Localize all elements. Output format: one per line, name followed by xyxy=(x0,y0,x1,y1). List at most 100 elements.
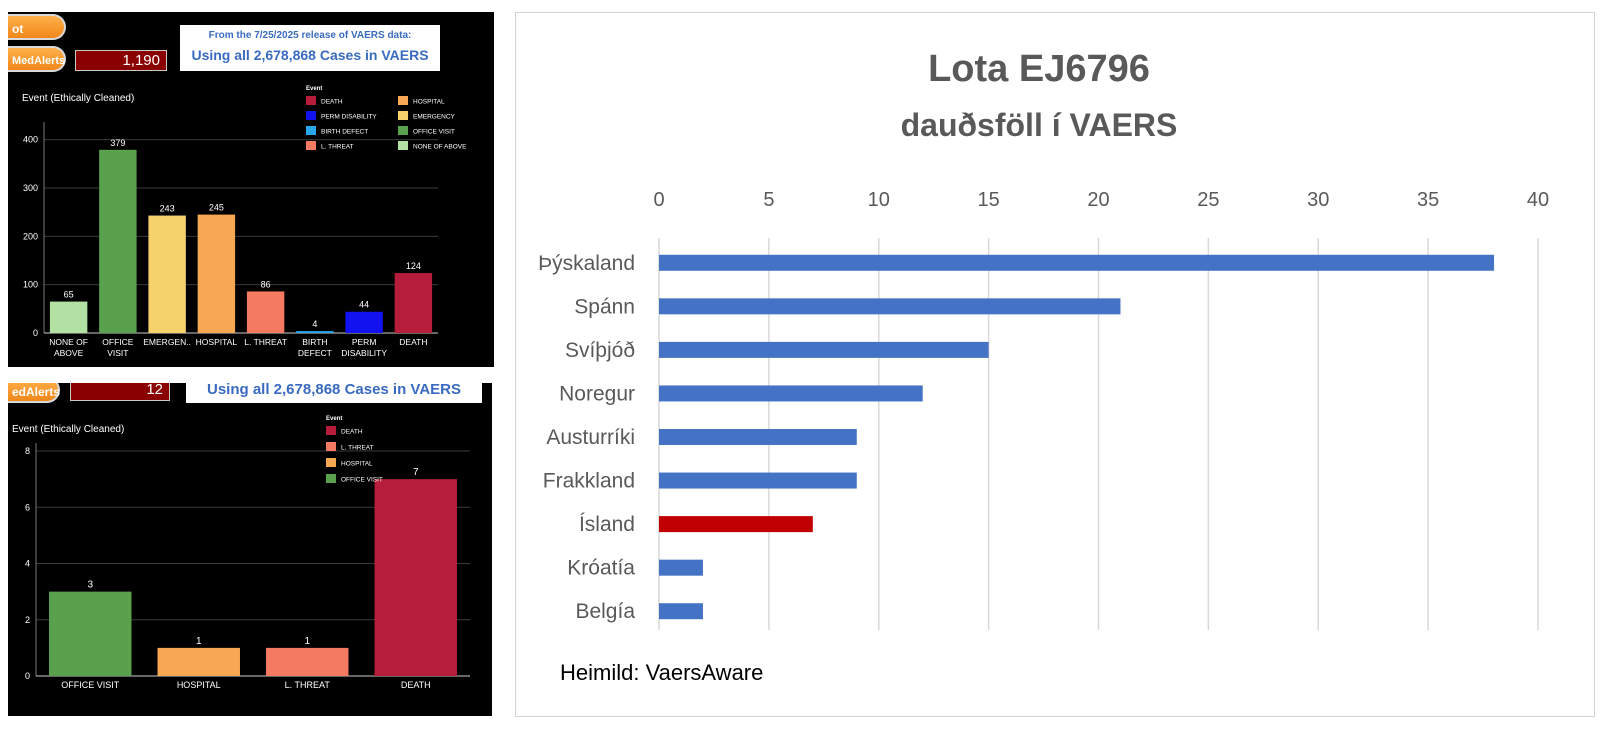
x-tick-label-birth-defect: DEFECT xyxy=(298,348,332,358)
x-tick-label-office-visit: OFFICE xyxy=(102,337,133,347)
bar-none-of-above xyxy=(49,301,88,333)
bar-sv-j xyxy=(659,341,989,358)
lot-details-button[interactable]: ot Details xyxy=(8,14,66,62)
y-tick-label: Frakkland xyxy=(543,470,635,493)
x-tick-label: 5 xyxy=(763,189,774,211)
legend-title: Event xyxy=(326,416,342,422)
country-deaths-bar-chart: Lota EJ6796 dauðsföll í VAERS 0 5 10 15 20 25 30… xyxy=(538,48,1549,685)
event-bar-chart-top: Event (Ethically Cleaned) 0 100 200 300 400 65… xyxy=(22,86,467,358)
y-tick-label: 8 xyxy=(25,446,30,456)
legend-swatch-hospital xyxy=(326,458,336,467)
x-tick-label-death: DEATH xyxy=(401,680,431,690)
bar-death xyxy=(374,479,457,676)
y-tick-label: Belgía xyxy=(575,600,635,623)
y-tick-label: 0 xyxy=(33,328,38,338)
y-tick-label: 6 xyxy=(25,502,30,512)
x-tick-label-perm-disability: DISABILITY xyxy=(341,348,387,358)
legend-swatch-office-visit xyxy=(398,126,408,135)
data-label-office-visit: 379 xyxy=(110,138,125,148)
y-tick-label: 2 xyxy=(25,615,30,625)
y-tick-label: Spánn xyxy=(574,295,635,318)
x-tick-label-perm-disability: PERM xyxy=(352,337,377,347)
x-tick-label-none-of-above: ABOVE xyxy=(54,348,84,358)
legend-swatch-death xyxy=(306,96,316,105)
chart-subtitle: dauðsföll í VAERS xyxy=(901,107,1178,143)
legend-label-birth-defect: BIRTH DEFECT xyxy=(321,129,368,136)
x-tick-label: 40 xyxy=(1527,189,1549,211)
x-tick-label-office-visit: VISIT xyxy=(107,348,128,358)
legend-swatch-death xyxy=(326,426,336,435)
case-count-box-bottom: 12 xyxy=(70,383,170,401)
bar-noregur xyxy=(659,385,923,402)
legend-label-hospital: HOSPITAL xyxy=(341,461,373,468)
top-dashboard-panel: ot Details MedAlerts 1,190 From the 7/25… xyxy=(8,12,494,367)
medalerts-button[interactable]: MedAlerts xyxy=(8,46,66,72)
bar-austurr-ki xyxy=(659,429,857,445)
y-tick-label: 0 xyxy=(25,671,30,681)
legend-swatch-none-of-above xyxy=(398,141,408,150)
legend-label-death: DEATH xyxy=(341,429,363,436)
x-tick-label: 15 xyxy=(978,189,1000,211)
legend-swatch-hospital xyxy=(398,96,408,105)
data-label-l-threat: 1 xyxy=(304,636,310,647)
bar-hospital xyxy=(157,647,240,676)
cases-line-bottom: Using all 2,678,868 Cases in VAERS xyxy=(186,383,482,403)
y-tick-label: Svíþjóð xyxy=(565,339,635,362)
y-tick-label: 100 xyxy=(23,280,38,290)
x-tick-label: 25 xyxy=(1197,189,1219,211)
x-tick-label-hospital: HOSPITAL xyxy=(177,680,221,690)
data-label-none-of-above: 65 xyxy=(64,290,74,300)
bar-emergen xyxy=(148,215,186,333)
legend-label-death: DEATH xyxy=(321,99,343,106)
event-bar-chart-bottom: Event (Ethically Cleaned) 0 2 4 6 8 3 OFFICE VI… xyxy=(12,416,470,690)
x-tick-label: 35 xyxy=(1417,189,1439,211)
x-tick-label-office-visit: OFFICE VISIT xyxy=(61,680,120,690)
legend-swatch-office-visit xyxy=(326,474,336,483)
y-tick-label: 200 xyxy=(23,231,38,241)
y-tick-label: 400 xyxy=(23,135,38,145)
legend-swatch-perm-disability xyxy=(306,111,316,120)
data-label-l-threat: 86 xyxy=(261,279,271,289)
bar-hospital xyxy=(197,214,236,333)
x-tick-label-death: DEATH xyxy=(399,337,427,347)
bar-death xyxy=(394,273,433,333)
y-tick-label: Króatía xyxy=(567,557,635,580)
x-tick-label: 30 xyxy=(1307,189,1329,211)
bar-office-visit xyxy=(99,149,137,333)
bar-l-threat xyxy=(266,647,349,676)
legend-label-none-of-above: NONE OF ABOVE xyxy=(413,144,467,151)
chart-title: Event (Ethically Cleaned) xyxy=(12,424,124,435)
bar-frakkland xyxy=(659,472,857,489)
legend-label-l-threat: L. THREAT xyxy=(321,144,354,151)
legend-swatch-birth-defect xyxy=(306,126,316,135)
x-tick-label-emergen: EMERGEN.. xyxy=(143,337,191,347)
data-label-death: 7 xyxy=(413,467,419,478)
y-tick-label: 4 xyxy=(25,559,30,569)
y-tick-label: Ísland xyxy=(579,513,635,536)
bar-kr-at-a xyxy=(659,559,703,576)
data-label-perm-disability: 44 xyxy=(359,300,369,310)
country-deaths-chart-panel: Lota EJ6796 dauðsföll í VAERS 0 5 10 15 20 25 30… xyxy=(515,12,1595,717)
chart-title: Event (Ethically Cleaned) xyxy=(22,93,134,104)
legend-swatch-emergency xyxy=(398,111,408,120)
x-tick-label: 0 xyxy=(653,189,664,211)
medalerts-button-bottom[interactable]: edAlerts xyxy=(8,383,60,403)
bar-birth-defect xyxy=(296,331,334,333)
legend-label-hospital: HOSPITAL xyxy=(413,99,445,106)
x-tick-label-none-of-above: NONE OF xyxy=(49,337,88,347)
legend-label-l-threat: L. THREAT xyxy=(341,445,374,452)
legend-label-office-visit: OFFICE VISIT xyxy=(413,129,455,136)
x-tick-label-l-threat: L. THREAT xyxy=(285,680,331,690)
y-tick-label: Þýskaland xyxy=(538,252,635,275)
x-tick-label-hospital: HOSPITAL xyxy=(196,337,238,347)
bar-perm-disability xyxy=(345,311,383,333)
data-label-birth-defect: 4 xyxy=(312,319,317,329)
data-label-emergen: 243 xyxy=(160,204,175,214)
y-tick-label: Austurríki xyxy=(546,426,635,449)
legend-label-office-visit: OFFICE VISIT xyxy=(341,477,383,484)
x-tick-label: 20 xyxy=(1087,189,1109,211)
legend-swatch-l-threat xyxy=(326,442,336,451)
x-tick-label-birth-defect: BIRTH xyxy=(302,337,327,347)
cases-line: Using all 2,678,868 Cases in VAERS xyxy=(191,47,429,63)
bar-belg-a xyxy=(659,603,703,620)
